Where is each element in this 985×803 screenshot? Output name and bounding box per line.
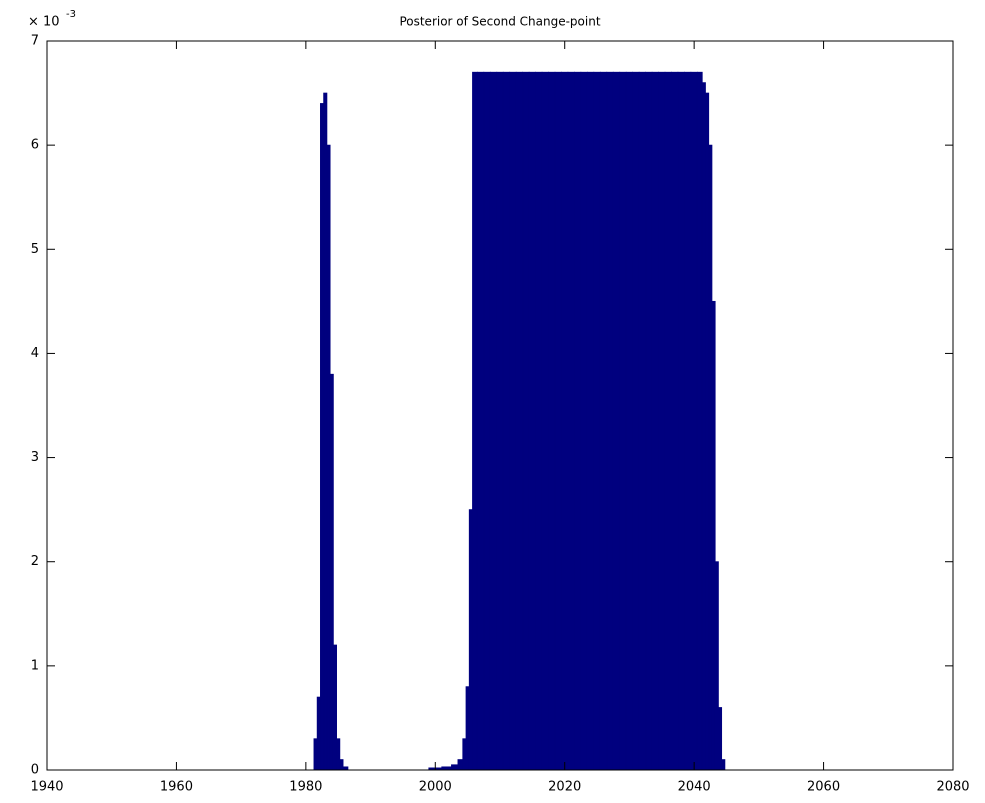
bar xyxy=(451,764,459,771)
bar xyxy=(606,71,614,771)
x-tick-label: 1960 xyxy=(160,780,193,795)
bar xyxy=(509,71,517,771)
x-tick-label: 1940 xyxy=(30,780,63,795)
bar xyxy=(339,759,344,771)
bar xyxy=(690,71,698,771)
bar xyxy=(580,71,588,771)
bar xyxy=(705,92,710,771)
bar xyxy=(548,71,556,771)
bar xyxy=(535,71,543,771)
bar xyxy=(554,71,562,771)
bar xyxy=(718,707,723,771)
bar xyxy=(684,71,692,771)
bar xyxy=(472,71,478,771)
bar xyxy=(711,300,716,771)
chart-title: Posterior of Second Change-point xyxy=(399,15,600,29)
bar xyxy=(515,71,524,771)
bar xyxy=(567,71,575,771)
bar xyxy=(721,759,726,771)
bar xyxy=(465,686,470,771)
bar xyxy=(701,82,706,771)
bar xyxy=(677,71,685,771)
bar xyxy=(664,71,672,771)
y-tick-label: 6 xyxy=(31,138,39,153)
bar xyxy=(619,71,627,771)
y-tick-label: 2 xyxy=(31,554,39,569)
bar xyxy=(599,71,608,771)
x-tick-label: 2040 xyxy=(678,780,711,795)
bar xyxy=(714,561,719,771)
bar xyxy=(483,71,491,771)
y-tick-label: 4 xyxy=(31,346,39,361)
bar xyxy=(658,71,666,771)
bar xyxy=(323,92,328,771)
y-tick-label: 7 xyxy=(31,34,39,49)
bar xyxy=(561,71,569,771)
y-tick-label: 1 xyxy=(31,658,39,673)
bar xyxy=(593,71,601,771)
bar xyxy=(496,71,504,771)
y-tick-label: 5 xyxy=(31,242,39,257)
bar xyxy=(313,738,318,771)
bar xyxy=(645,71,653,771)
bar xyxy=(326,144,331,771)
x-tick-label: 2080 xyxy=(936,780,969,795)
bar xyxy=(528,71,536,771)
bar xyxy=(651,71,659,771)
bar xyxy=(336,738,341,771)
bar xyxy=(574,71,582,771)
x-tick-label: 1980 xyxy=(289,780,322,795)
bar xyxy=(476,71,485,771)
y-multiplier: × 10 xyxy=(28,15,60,30)
bar xyxy=(502,71,511,771)
bar xyxy=(462,738,467,771)
bar xyxy=(316,696,321,771)
bar xyxy=(320,103,325,771)
bar xyxy=(625,71,634,771)
x-tick-label: 2060 xyxy=(807,780,840,795)
bar xyxy=(612,71,621,771)
bar xyxy=(522,71,530,771)
x-tick-label: 2020 xyxy=(548,780,581,795)
bar xyxy=(329,373,334,771)
bar xyxy=(332,644,337,771)
bar xyxy=(632,71,640,771)
bar xyxy=(586,71,595,771)
bar xyxy=(457,759,464,771)
bar xyxy=(708,144,713,771)
y-exponent: -3 xyxy=(66,9,76,20)
plot-frame xyxy=(46,40,954,771)
bar xyxy=(541,71,549,771)
bar xyxy=(468,509,473,771)
bar xyxy=(638,71,647,771)
bar xyxy=(696,71,703,771)
y-tick-label: 3 xyxy=(31,450,39,465)
bar xyxy=(671,71,679,771)
y-tick-label: 0 xyxy=(31,763,39,778)
x-tick-label: 2000 xyxy=(419,780,452,795)
bar xyxy=(489,71,498,771)
